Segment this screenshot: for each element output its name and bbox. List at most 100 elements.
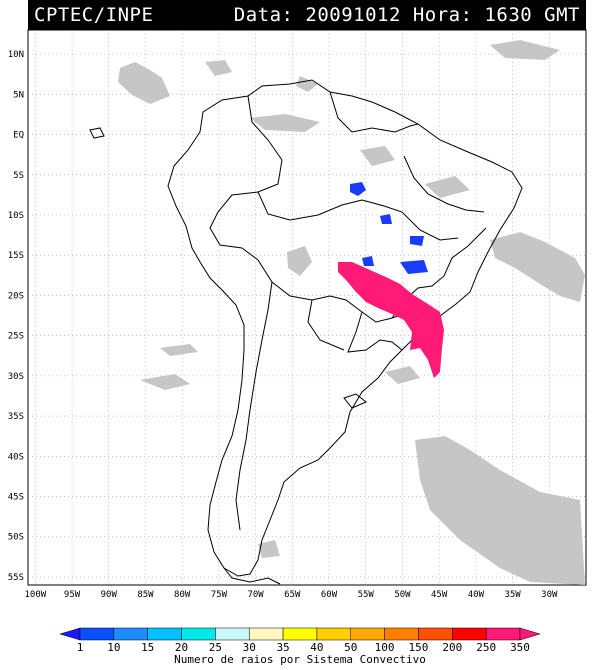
- graticule: [28, 30, 586, 585]
- country-border: [235, 281, 273, 531]
- cloud-area: [160, 344, 198, 356]
- legend-swatch: [215, 627, 250, 641]
- storm-cell-low: [410, 236, 424, 246]
- storm-cell-low: [350, 182, 366, 196]
- lon-tick-label: 70W: [247, 590, 264, 600]
- lon-tick-label: 90W: [101, 590, 118, 600]
- legend-swatch: [485, 627, 521, 641]
- galapagos: [89, 127, 105, 139]
- coastlines: [89, 79, 523, 585]
- legend-tick-label: 15: [141, 641, 154, 654]
- legend-swatch: [113, 627, 148, 641]
- map-header: CPTEC/INPE Data: 20091012 Hora: 1630 GMT: [28, 0, 586, 30]
- legend-swatch: [452, 627, 487, 641]
- legend-tick-label: 20: [175, 641, 188, 654]
- legend-caption: Numero de raios por Sistema Convectivo: [174, 653, 426, 666]
- legend-swatch: [248, 627, 284, 641]
- lat-tick-label: 5N: [13, 90, 24, 100]
- lon-tick-label: 50W: [394, 590, 411, 600]
- state-border: [361, 199, 459, 241]
- legend-tick-label: 350: [510, 641, 530, 654]
- legend-swatch: [350, 627, 385, 641]
- lon-tick-label: 100W: [24, 590, 46, 600]
- cloud-area: [425, 176, 470, 198]
- lat-tick-label: 15S: [8, 251, 24, 261]
- lat-tick-label: 10N: [8, 50, 24, 60]
- lon-tick-label: 95W: [64, 590, 81, 600]
- legend-arrow-high: [519, 627, 541, 641]
- lat-tick-label: 5S: [13, 171, 24, 181]
- lon-tick-label: 45W: [431, 590, 448, 600]
- cloud-area: [250, 114, 320, 132]
- legend-tick-label: 10: [107, 641, 120, 654]
- legend-swatch: [282, 627, 318, 641]
- state-border: [343, 393, 367, 409]
- coast-island: [223, 567, 281, 585]
- color-legend: 1 10 15 20 25 30 35 40 50 100 150 200 250 350: [59, 627, 541, 654]
- cloud-area: [385, 366, 420, 384]
- latitude-labels: 10N 5N EQ 5S 10S 15S 20S 25S 30S 35S 40S 45S 50S 55S: [8, 50, 24, 583]
- cloud-area: [258, 540, 280, 558]
- legend-tick-label: 200: [442, 641, 462, 654]
- lat-tick-label: 35S: [8, 412, 24, 422]
- storm-cell-high: [338, 262, 444, 378]
- country-border: [329, 91, 419, 133]
- state-border: [403, 155, 485, 213]
- storm-cell-low: [362, 256, 374, 266]
- legend-swatch: [316, 627, 352, 641]
- legend-tick-label: 150: [409, 641, 429, 654]
- storm-cell-low: [380, 214, 392, 224]
- legend-swatch: [181, 627, 216, 641]
- legend-tick-label: 50: [344, 641, 357, 654]
- lon-tick-label: 30W: [541, 590, 558, 600]
- cloud-area: [287, 246, 312, 276]
- legend-swatch: [79, 627, 115, 641]
- cloud-area: [118, 62, 170, 104]
- lat-tick-label: 30S: [8, 372, 24, 382]
- storm-cell-low: [400, 260, 428, 274]
- lat-tick-label: 25S: [8, 332, 24, 342]
- legend-tick-label: 1: [77, 641, 84, 654]
- lat-tick-label: EQ: [13, 131, 24, 141]
- lon-tick-label: 55W: [358, 590, 375, 600]
- legend-arrow-low: [59, 627, 81, 641]
- country-border: [347, 311, 403, 353]
- cloud-area: [490, 232, 585, 302]
- cloud-area: [296, 76, 318, 92]
- legend-tick-label: 40: [310, 641, 323, 654]
- lat-tick-label: 45S: [8, 493, 24, 503]
- lon-tick-label: 35W: [504, 590, 521, 600]
- legend-swatch: [147, 627, 182, 641]
- lon-tick-label: 80W: [174, 590, 191, 600]
- lon-tick-label: 85W: [137, 590, 154, 600]
- lon-tick-label: 40W: [468, 590, 485, 600]
- cloud-area: [415, 436, 585, 585]
- legend-tick-label: 100: [375, 641, 395, 654]
- cloud-area: [205, 60, 232, 76]
- longitude-labels: 100W 95W 90W 85W 80W 75W 70W 65W 60W 55W 50W 45W 40W…: [24, 590, 557, 600]
- lat-tick-label: 55S: [8, 573, 24, 583]
- datetime-label: Data: 20091012 Hora: 1630 GMT: [233, 4, 580, 26]
- country-border: [257, 191, 363, 221]
- lon-tick-label: 75W: [211, 590, 228, 600]
- lon-tick-label: 65W: [284, 590, 301, 600]
- legend-tick-label: 25: [209, 641, 222, 654]
- legend-swatch: [418, 627, 453, 641]
- legend-tick-label: 30: [243, 641, 256, 654]
- cloud-area: [490, 40, 560, 60]
- legend-tick-label: 35: [276, 641, 289, 654]
- cloud-cover: [118, 40, 585, 585]
- lat-tick-label: 20S: [8, 291, 24, 301]
- cloud-area: [360, 146, 395, 166]
- legend-swatch: [384, 627, 419, 641]
- source-label: CPTEC/INPE: [34, 4, 154, 26]
- lat-tick-label: 10S: [8, 211, 24, 221]
- south-america-outline: [167, 79, 523, 577]
- cloud-area: [140, 374, 190, 390]
- lat-tick-label: 40S: [8, 452, 24, 462]
- country-border: [307, 299, 345, 351]
- lon-tick-label: 60W: [321, 590, 338, 600]
- legend-tick-label: 250: [476, 641, 496, 654]
- lat-tick-label: 50S: [8, 533, 24, 543]
